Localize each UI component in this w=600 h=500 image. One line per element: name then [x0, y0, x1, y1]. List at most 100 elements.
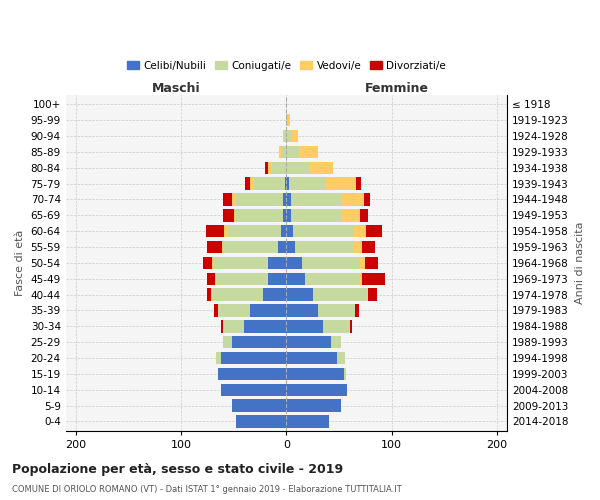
Bar [290, 194, 341, 205]
Bar [362, 241, 375, 253]
Bar [206, 272, 215, 285]
Bar [283, 209, 286, 222]
Bar [367, 288, 368, 301]
Bar [287, 114, 290, 126]
Bar [221, 352, 286, 364]
Bar [232, 194, 236, 205]
Bar [286, 272, 305, 285]
Bar [278, 241, 286, 253]
Bar [271, 162, 286, 174]
Bar [206, 288, 211, 301]
Bar [223, 241, 278, 253]
Bar [223, 320, 244, 332]
Bar [263, 288, 286, 301]
Bar [221, 384, 286, 396]
Bar [223, 336, 232, 348]
Bar [213, 256, 268, 269]
Bar [232, 336, 286, 348]
Bar [218, 368, 286, 380]
Bar [224, 225, 227, 237]
Bar [236, 194, 283, 205]
Bar [367, 225, 382, 237]
Bar [356, 178, 361, 190]
Bar [331, 336, 341, 348]
Bar [318, 304, 355, 316]
Bar [236, 416, 286, 428]
Bar [211, 288, 263, 301]
Text: COMUNE DI ORIOLO ROMANO (VT) - Dati ISTAT 1° gennaio 2019 - Elaborazione TUTTITA: COMUNE DI ORIOLO ROMANO (VT) - Dati ISTA… [12, 486, 402, 494]
Bar [268, 272, 286, 285]
Bar [305, 272, 360, 285]
Bar [360, 209, 368, 222]
Bar [284, 130, 286, 142]
Bar [286, 256, 302, 269]
Bar [295, 241, 354, 253]
Bar [286, 194, 290, 205]
Bar [350, 320, 352, 332]
Bar [214, 304, 218, 316]
Bar [254, 178, 286, 190]
Bar [223, 194, 232, 205]
Bar [360, 272, 362, 285]
Bar [223, 209, 234, 222]
Bar [286, 114, 287, 126]
Legend: Celibi/Nubili, Coniugati/e, Vedovi/e, Divorziati/e: Celibi/Nubili, Coniugati/e, Vedovi/e, Di… [123, 56, 450, 74]
Bar [286, 384, 347, 396]
Text: Maschi: Maschi [152, 82, 200, 94]
Bar [364, 194, 370, 205]
Bar [286, 368, 344, 380]
Bar [286, 178, 289, 190]
Bar [292, 130, 298, 142]
Bar [206, 241, 223, 253]
Bar [281, 225, 286, 237]
Bar [286, 352, 337, 364]
Bar [368, 288, 377, 301]
Bar [354, 225, 367, 237]
Bar [286, 225, 293, 237]
Bar [286, 400, 341, 412]
Bar [250, 304, 286, 316]
Bar [268, 162, 271, 174]
Bar [279, 146, 281, 158]
Bar [313, 288, 367, 301]
Bar [293, 225, 354, 237]
Bar [310, 162, 333, 174]
Bar [286, 320, 323, 332]
Bar [244, 320, 286, 332]
Bar [362, 272, 385, 285]
Text: Popolazione per età, sesso e stato civile - 2019: Popolazione per età, sesso e stato civil… [12, 462, 343, 475]
Bar [250, 178, 254, 190]
Bar [286, 416, 329, 428]
Bar [234, 209, 236, 222]
Bar [221, 320, 223, 332]
Bar [286, 162, 310, 174]
Bar [218, 304, 250, 316]
Bar [341, 194, 364, 205]
Bar [286, 304, 318, 316]
Bar [206, 225, 224, 237]
Text: Femmine: Femmine [365, 82, 429, 94]
Bar [232, 400, 286, 412]
Bar [203, 256, 212, 269]
Bar [286, 288, 313, 301]
Bar [245, 178, 250, 190]
Bar [212, 256, 213, 269]
Bar [268, 256, 286, 269]
Y-axis label: Fasce di età: Fasce di età [15, 230, 25, 296]
Bar [323, 320, 350, 332]
Y-axis label: Anni di nascita: Anni di nascita [575, 222, 585, 304]
Bar [286, 130, 292, 142]
Bar [299, 146, 318, 158]
Bar [286, 209, 290, 222]
Bar [355, 304, 359, 316]
Bar [286, 241, 295, 253]
Bar [344, 368, 346, 380]
Bar [341, 209, 360, 222]
Bar [265, 162, 268, 174]
Bar [289, 178, 326, 190]
Bar [286, 146, 299, 158]
Bar [290, 209, 341, 222]
Bar [236, 209, 283, 222]
Bar [281, 146, 286, 158]
Bar [283, 130, 284, 142]
